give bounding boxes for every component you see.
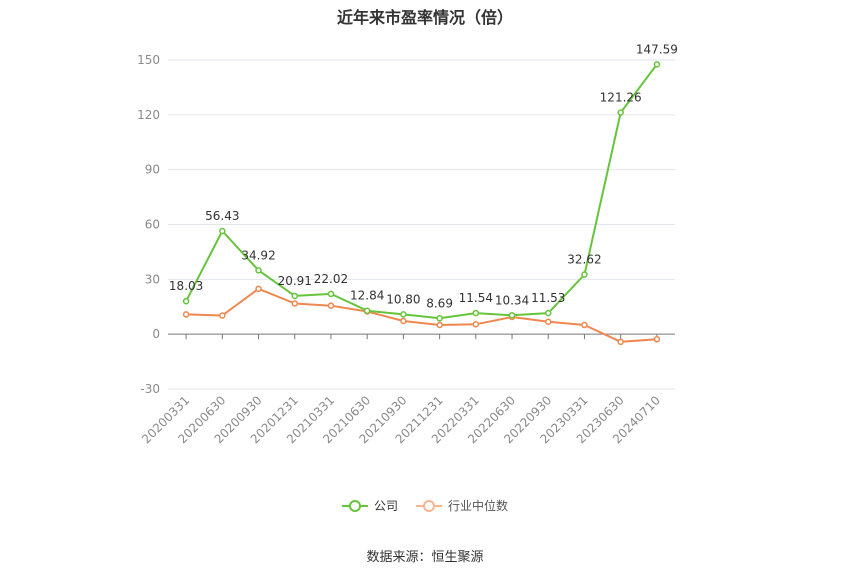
data-point xyxy=(653,336,661,343)
axes: -300306090120150202003312020063020200930… xyxy=(137,53,675,446)
data-label: 10.80 xyxy=(386,292,420,306)
data-point xyxy=(436,315,443,322)
data-point xyxy=(182,297,190,305)
data-point xyxy=(363,307,371,314)
data-label: 147.59 xyxy=(636,42,678,56)
line-chart: -300306090120150202003312020063020200930… xyxy=(137,42,678,446)
legend-label-industry-median: 行业中位数 xyxy=(448,499,509,513)
data-point xyxy=(545,318,552,325)
data-point xyxy=(617,109,624,116)
data-point xyxy=(291,292,298,300)
data-label: 11.53 xyxy=(531,291,565,305)
y-tick-label: 30 xyxy=(145,272,160,286)
data-source: 数据来源：恒生聚源 xyxy=(366,550,484,565)
y-tick-label: 90 xyxy=(145,163,160,177)
y-tick-label: 150 xyxy=(137,53,160,67)
data-label: 121.26 xyxy=(600,91,642,105)
legend-item-industry-median[interactable]: 行业中位数 xyxy=(416,497,508,514)
data-point xyxy=(255,285,262,293)
data-point xyxy=(472,309,480,317)
data-point xyxy=(472,321,480,328)
series-layer xyxy=(182,61,661,346)
data-label: 20.91 xyxy=(278,274,312,288)
grid xyxy=(168,59,675,390)
data-label: 12.84 xyxy=(350,289,384,303)
data-point xyxy=(291,300,298,307)
data-label: 11.54 xyxy=(459,291,493,305)
legend-marker-icon xyxy=(416,499,442,512)
data-label: 32.62 xyxy=(567,253,601,267)
data-point xyxy=(182,311,190,318)
series-line-industry-median xyxy=(186,287,657,343)
data-label: 8.69 xyxy=(426,296,453,310)
data-label: 22.02 xyxy=(314,272,348,286)
data-point xyxy=(653,61,661,68)
chart-title: 近年来市盈率情况（倍） xyxy=(336,8,513,27)
series-line-company xyxy=(185,63,658,320)
data-point xyxy=(581,321,588,329)
data-label: 56.43 xyxy=(205,209,239,223)
data-point xyxy=(581,271,588,278)
data-point xyxy=(327,290,335,298)
legend: 公司 行业中位数 xyxy=(0,497,850,514)
data-point xyxy=(545,309,552,317)
legend-marker-icon xyxy=(341,499,368,512)
y-tick-label: 120 xyxy=(137,108,160,122)
data-point xyxy=(436,321,443,329)
data-point xyxy=(508,312,516,319)
data-point xyxy=(617,338,624,346)
data-point xyxy=(400,311,407,318)
data-label: 10.34 xyxy=(495,293,529,307)
data-point xyxy=(219,312,226,319)
y-tick-label: -30 xyxy=(140,382,160,396)
data-point xyxy=(327,302,335,309)
y-tick-label: 0 xyxy=(152,327,160,341)
y-tick-label: 60 xyxy=(145,218,160,232)
data-point xyxy=(255,267,262,274)
data-label: 18.03 xyxy=(169,279,203,293)
legend-label-company: 公司 xyxy=(373,499,398,513)
data-point xyxy=(219,227,226,235)
data-point xyxy=(400,317,407,325)
legend-item-company[interactable]: 公司 xyxy=(341,497,398,514)
data-label: 34.92 xyxy=(241,248,275,262)
